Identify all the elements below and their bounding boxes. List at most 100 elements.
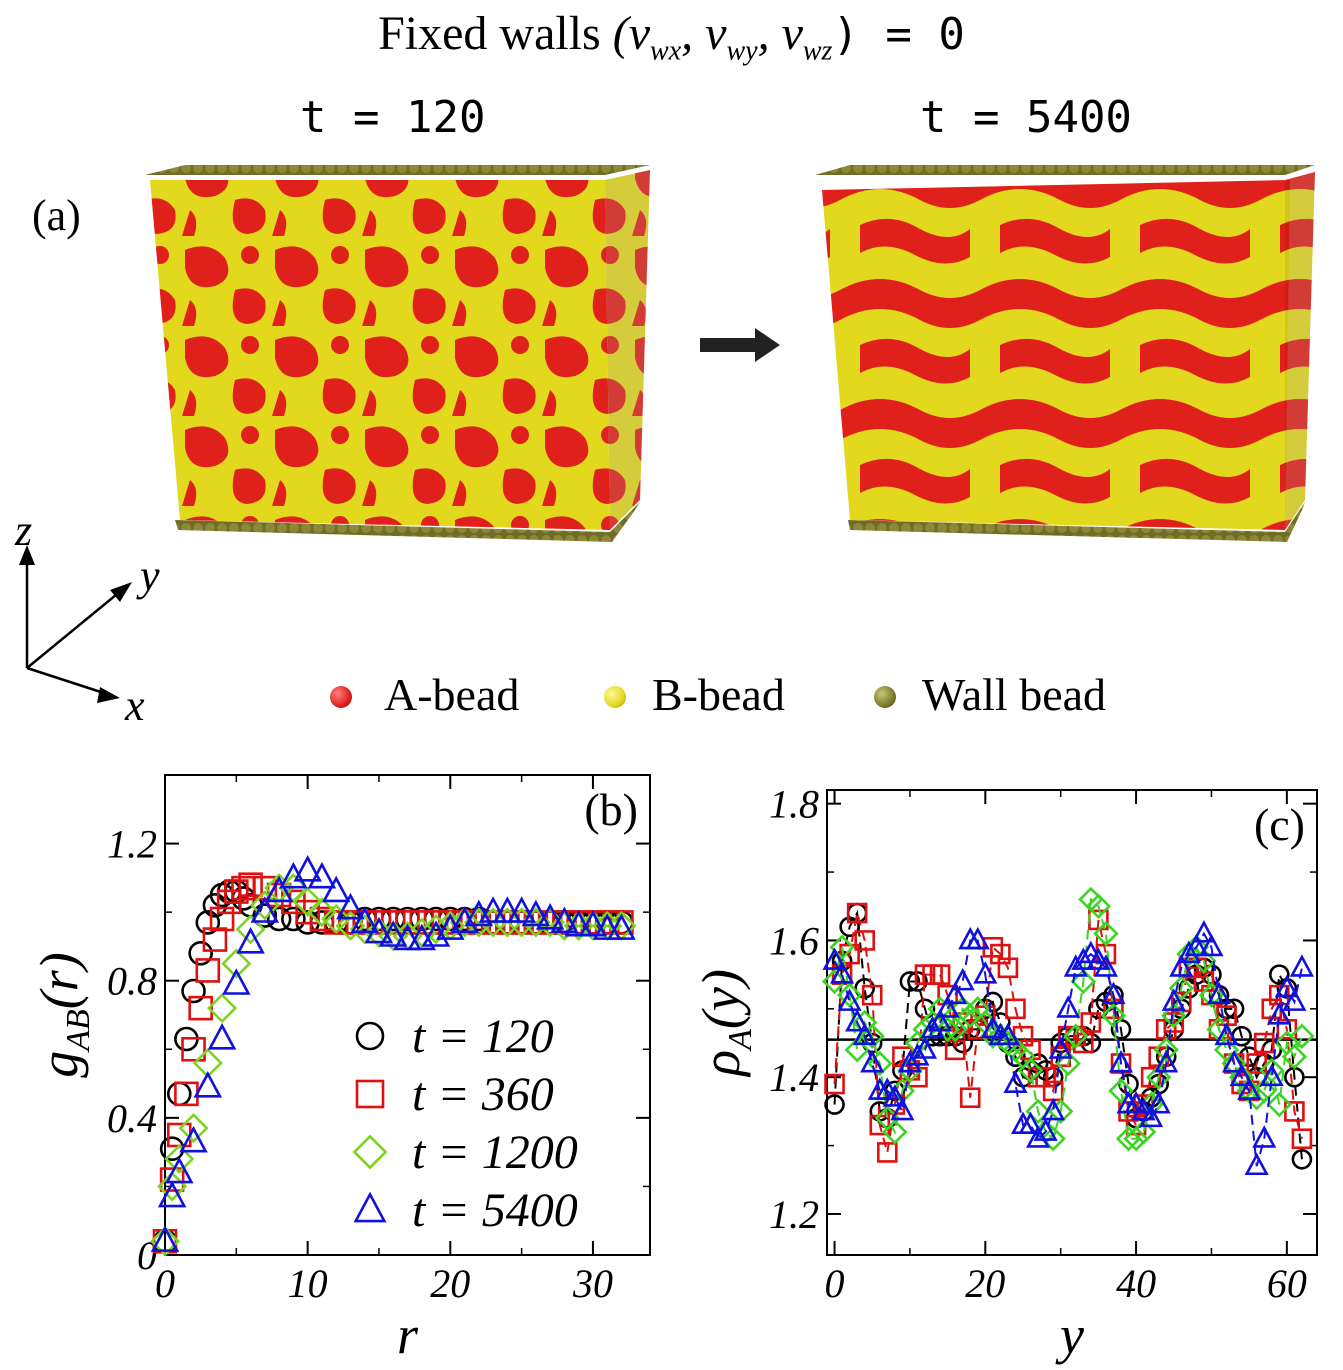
- data-point: [1003, 1070, 1028, 1093]
- data-point: [973, 961, 998, 984]
- data-point: [1153, 1037, 1179, 1063]
- legend-marker: [353, 1191, 387, 1223]
- data-point: [535, 903, 565, 930]
- data-point: [1206, 981, 1232, 1005]
- data-point: [164, 1143, 195, 1175]
- data-point: [421, 920, 451, 947]
- data-point: [935, 995, 960, 1018]
- data-point: [178, 1113, 209, 1144]
- data-point: [1198, 982, 1225, 1008]
- data-point: [193, 1071, 223, 1098]
- data-point: [1161, 988, 1186, 1011]
- data-point: [1146, 1064, 1172, 1090]
- data-point: [1130, 1119, 1157, 1145]
- data-point: [564, 909, 593, 937]
- x-tick-label: 30: [572, 1261, 613, 1306]
- x-tick-label: 0: [825, 1261, 845, 1306]
- box-t5400: [815, 165, 1315, 542]
- data-point: [1184, 933, 1209, 957]
- data-point: [150, 1225, 180, 1252]
- data-point: [449, 907, 480, 938]
- data-point: [1274, 974, 1299, 998]
- title-prefix: Fixed walls: [378, 7, 613, 60]
- data-point: [1055, 1050, 1081, 1077]
- data-point: [844, 1037, 870, 1063]
- data-point: [221, 948, 252, 979]
- data-point: [1281, 1044, 1308, 1070]
- data-point: [306, 897, 337, 928]
- data-point: [1033, 1118, 1058, 1141]
- data-point: [959, 1087, 981, 1109]
- x-axis-label: r: [397, 1305, 419, 1365]
- data-point: [890, 1097, 915, 1121]
- data-point: [836, 982, 863, 1008]
- data-point: [309, 906, 335, 932]
- data-point: [366, 910, 392, 935]
- x-tick-label: 60: [1267, 1261, 1307, 1306]
- data-point: [943, 981, 968, 1005]
- panel-a-graphic: z y x: [14, 165, 1315, 730]
- data-point: [1291, 1148, 1313, 1170]
- data-point: [157, 1171, 188, 1202]
- data-point: [264, 875, 294, 903]
- y-tick-label: 1.8: [769, 782, 819, 827]
- data-point: [1161, 1003, 1187, 1029]
- data-point: [295, 899, 320, 925]
- data-point: [1146, 1091, 1171, 1114]
- data-point: [1222, 1049, 1247, 1073]
- data-point: [607, 913, 636, 940]
- data-point: [854, 930, 875, 951]
- y-tick-label: 1.6: [769, 918, 819, 963]
- data-point: [478, 896, 508, 923]
- data-point: [1214, 1022, 1239, 1046]
- data-point: [159, 1167, 185, 1192]
- data-point: [1017, 1057, 1044, 1084]
- y-tick-label: 0: [137, 1233, 157, 1278]
- bead-legend: A-bead B-bead Wall bead: [330, 668, 1230, 728]
- data-point: [578, 909, 608, 937]
- data-point: [450, 906, 479, 934]
- b-bead-label: B-bead: [652, 669, 785, 720]
- data-point: [1063, 1023, 1089, 1049]
- data-point: [181, 1036, 206, 1062]
- data-point: [1108, 1078, 1134, 1104]
- data-point: [209, 906, 235, 932]
- data-point: [292, 886, 323, 917]
- series-circle: [824, 902, 1313, 1170]
- data-point: [238, 872, 263, 898]
- series-triangle: [150, 855, 636, 1252]
- axis-y-label: y: [136, 551, 160, 600]
- data-point: [1005, 998, 1026, 1020]
- data-point: [867, 1050, 893, 1077]
- data-point: [1026, 1125, 1051, 1148]
- series-triangle: [822, 920, 1314, 1176]
- data-point: [1176, 941, 1202, 967]
- data-point: [350, 906, 379, 934]
- data-point: [928, 1008, 953, 1032]
- data-point: [927, 996, 953, 1022]
- data-point: [207, 1023, 237, 1050]
- data-point: [1282, 988, 1307, 1011]
- axis-x-label: x: [124, 681, 145, 730]
- title-sub-wx: wx: [650, 35, 682, 67]
- data-point: [907, 971, 928, 992]
- data-point: [965, 926, 990, 950]
- data-point: [1223, 998, 1245, 1020]
- legend-entry: t = 120: [412, 1010, 554, 1063]
- axis-z-label: z: [14, 506, 32, 555]
- data-point: [157, 1180, 187, 1208]
- data-point: [406, 917, 437, 948]
- data-point: [507, 896, 536, 923]
- data-point: [877, 1142, 898, 1163]
- data-point: [1093, 920, 1119, 947]
- panel-a-label: (a): [32, 191, 81, 240]
- x-tick-label: 10: [288, 1261, 328, 1306]
- data-point: [1168, 975, 1194, 1001]
- legend-marker: [352, 1134, 388, 1170]
- y-tick-label: 0.8: [107, 959, 157, 1004]
- x-tick-label: 20: [965, 1261, 1005, 1306]
- data-point: [912, 1036, 938, 1059]
- data-point: [188, 995, 213, 1021]
- panel-label: (b): [584, 784, 638, 835]
- data-point: [179, 1125, 208, 1153]
